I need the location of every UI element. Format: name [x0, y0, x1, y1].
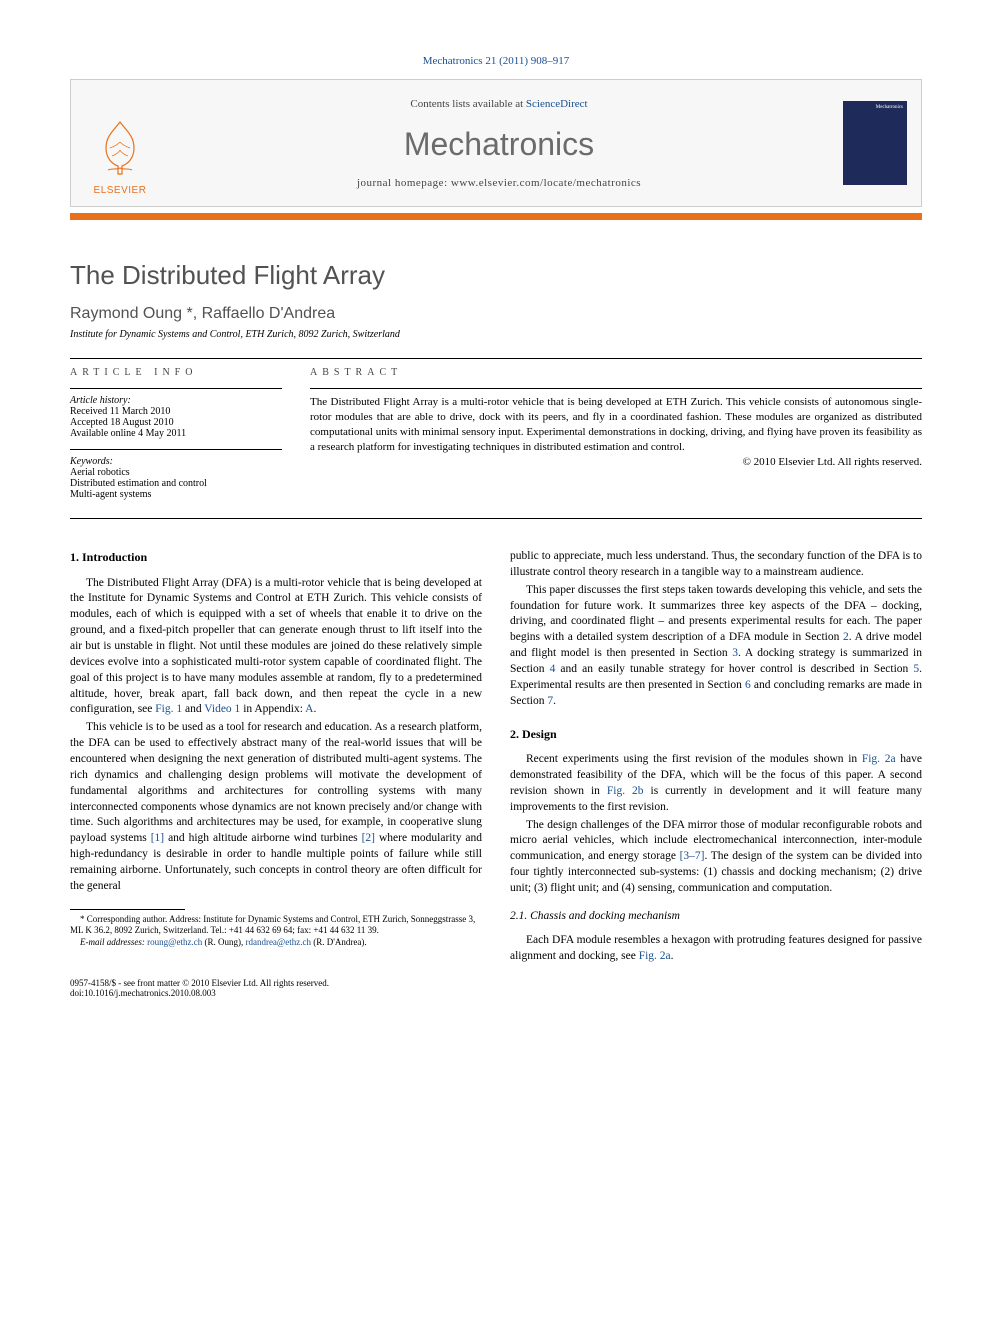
rule-above-info	[70, 358, 922, 359]
abstract-label: ABSTRACT	[310, 367, 922, 378]
keywords-label: Keywords:	[70, 456, 113, 467]
authors: Raymond Oung *, Raffaello D'Andrea	[70, 305, 922, 323]
s1-p1a: The Distributed Flight Array (DFA) is a …	[70, 577, 482, 716]
article-title: The Distributed Flight Array	[70, 260, 922, 291]
footnote-corresponding: * Corresponding author. Address: Institu…	[70, 914, 482, 937]
journal-cover-thumb: Mechatronics	[843, 101, 907, 185]
homepage-url[interactable]: www.elsevier.com/locate/mechatronics	[451, 177, 641, 189]
email1-link[interactable]: roung@ethz.ch	[147, 937, 202, 947]
keyword-1: Aerial robotics	[70, 467, 282, 478]
s1-p2-cont: public to appreciate, much less understa…	[510, 549, 922, 581]
fig2a-link-2[interactable]: Fig. 2a	[639, 950, 671, 962]
footnote-rule	[70, 909, 185, 910]
article-info: ARTICLE INFO Article history: Received 1…	[70, 367, 282, 510]
abstract-copyright: © 2010 Elsevier Ltd. All rights reserved…	[310, 456, 922, 468]
section-2-1-title: 2.1. Chassis and docking mechanism	[510, 909, 922, 925]
publisher-label: ELSEVIER	[85, 185, 155, 196]
info-label: ARTICLE INFO	[70, 367, 282, 378]
s2-p1a: Recent experiments using the first revis…	[526, 753, 862, 765]
info-rule-2	[70, 449, 282, 450]
s1-p3: This paper discusses the first steps tak…	[510, 583, 922, 710]
journal-banner: ELSEVIER Contents lists available at Sci…	[70, 79, 922, 207]
s1-p2b: and high altitude airborne wind turbines	[164, 832, 361, 844]
history-accepted: Accepted 18 August 2010	[70, 417, 282, 428]
s1-p1b: and	[182, 703, 204, 715]
s1-p3g: .	[553, 695, 556, 707]
s21-p1b: .	[671, 950, 674, 962]
journal-center: Contents lists available at ScienceDirec…	[155, 98, 843, 189]
affiliation: Institute for Dynamic Systems and Contro…	[70, 329, 922, 340]
keyword-2: Distributed estimation and control	[70, 478, 282, 489]
body-text: 1. Introduction The Distributed Flight A…	[70, 549, 922, 964]
cover-thumb-label: Mechatronics	[876, 105, 903, 110]
journal-homepage: journal homepage: www.elsevier.com/locat…	[155, 177, 843, 189]
abstract-rule	[310, 388, 922, 389]
orange-rule	[70, 213, 922, 220]
footer-left: 0957-4158/$ - see front matter © 2010 El…	[70, 978, 329, 998]
ref1-link[interactable]: [1]	[151, 832, 164, 844]
s21-p1: Each DFA module resembles a hexagon with…	[510, 933, 922, 965]
s1-p1c: in Appendix:	[240, 703, 305, 715]
elsevier-tree-icon	[96, 118, 144, 178]
s2-p1: Recent experiments using the first revis…	[510, 752, 922, 815]
publisher-logo: ELSEVIER	[85, 118, 155, 196]
article-history: Article history: Received 11 March 2010 …	[70, 395, 282, 439]
footer-frontmatter: 0957-4158/$ - see front matter © 2010 El…	[70, 978, 329, 988]
sciencedirect-link[interactable]: ScienceDirect	[526, 98, 588, 110]
fig2a-link[interactable]: Fig. 2a	[862, 753, 896, 765]
s1-p1d: .	[313, 703, 316, 715]
history-label: Article history:	[70, 395, 131, 406]
contents-prefix: Contents lists available at	[410, 98, 525, 110]
abstract-text: The Distributed Flight Array is a multi-…	[310, 395, 922, 454]
journal-name: Mechatronics	[155, 126, 843, 163]
s2-p2: The design challenges of the DFA mirror …	[510, 818, 922, 897]
section-2-title: 2. Design	[510, 726, 922, 743]
email1-who: (R. Oung),	[202, 937, 245, 947]
history-online: Available online 4 May 2011	[70, 428, 282, 439]
video1-link[interactable]: Video 1	[204, 703, 240, 715]
ref3-7-link[interactable]: [3–7]	[680, 850, 705, 862]
abstract: ABSTRACT The Distributed Flight Array is…	[310, 367, 922, 510]
footnote-emails: E-mail addresses: roung@ethz.ch (R. Oung…	[70, 937, 482, 949]
footer-doi: doi:10.1016/j.mechatronics.2010.08.003	[70, 988, 329, 998]
ref2-link[interactable]: [2]	[362, 832, 375, 844]
email2-link[interactable]: rdandrea@ethz.ch	[245, 937, 311, 947]
history-received: Received 11 March 2010	[70, 406, 282, 417]
keywords: Keywords: Aerial robotics Distributed es…	[70, 456, 282, 500]
s1-p3d: and an easily tunable strategy for hover…	[555, 663, 913, 675]
s1-p1: The Distributed Flight Array (DFA) is a …	[70, 576, 482, 719]
page-footer: 0957-4158/$ - see front matter © 2010 El…	[70, 978, 922, 998]
header-citation: Mechatronics 21 (2011) 908–917	[70, 55, 922, 67]
section-1-title: 1. Introduction	[70, 549, 482, 566]
info-rule-1	[70, 388, 282, 389]
s1-p2: This vehicle is to be used as a tool for…	[70, 720, 482, 894]
homepage-prefix: journal homepage:	[357, 177, 451, 189]
keyword-3: Multi-agent systems	[70, 489, 282, 500]
email2-who: (R. D'Andrea).	[311, 937, 367, 947]
email-label: E-mail addresses:	[80, 937, 147, 947]
s1-p2a: This vehicle is to be used as a tool for…	[70, 721, 482, 844]
fig2b-link[interactable]: Fig. 2b	[607, 785, 644, 797]
contents-line: Contents lists available at ScienceDirec…	[155, 98, 843, 110]
rule-below-info	[70, 518, 922, 519]
s21-p1a: Each DFA module resembles a hexagon with…	[510, 934, 922, 962]
fig1-link[interactable]: Fig. 1	[155, 703, 182, 715]
